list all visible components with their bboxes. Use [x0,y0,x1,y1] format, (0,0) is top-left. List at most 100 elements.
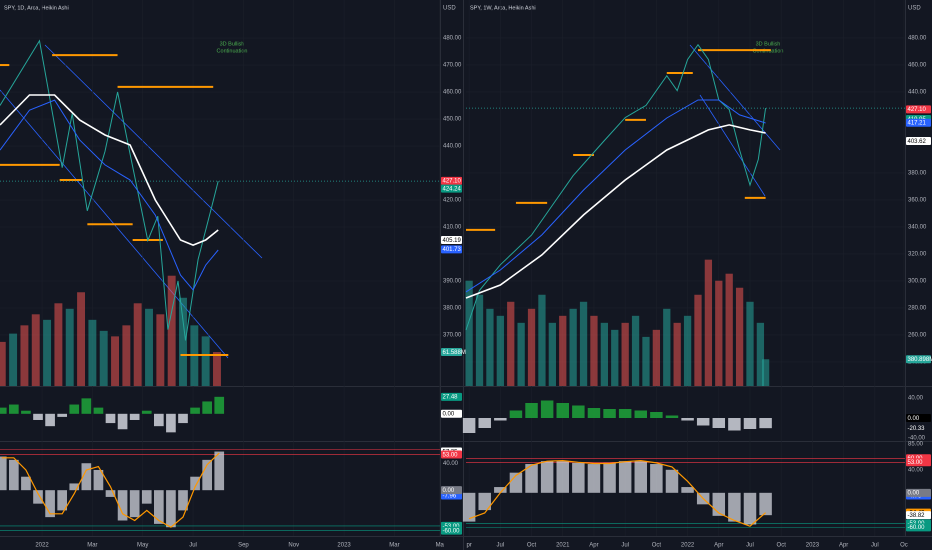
momentum-badge [441,392,462,401]
volume-bar [0,341,6,386]
oscillator-bar [21,476,31,491]
volume-bar [54,303,63,386]
volume-bar [735,287,744,386]
price-badge-label: 401.73 [443,247,462,253]
moving-average [465,99,766,293]
moving-average [0,99,219,291]
volume-bar [673,322,681,386]
time-tick-label: Apr [589,543,598,549]
momentum-bar [728,418,741,431]
time-tick-label: Mar [389,543,399,549]
volume-bar [683,315,692,386]
momentum-badge-label: -20.33 [908,426,926,432]
time-tick-label: Jul [871,543,879,549]
price-tick-label: 40.00 [908,396,924,402]
momentum-bar [69,404,80,414]
oscillator-bar [478,492,491,511]
price-badge [906,137,931,146]
time-tick-label: Mar [87,543,97,549]
volume-bar [569,308,577,386]
oscillator-bar [743,492,757,525]
price-tick-label: 320.00 [908,252,927,258]
oscillator-bar [650,464,663,493]
oscillator-bar [587,464,601,493]
pattern-annotation: Continuation [753,48,784,54]
oscillator-badge [906,511,931,520]
price-tick-label: 340.00 [908,225,927,231]
momentum-badge [906,414,931,422]
momentum-bar [9,404,19,414]
price-tick-label: 440.00 [443,144,462,150]
oscillator-bar [93,469,104,491]
oscillator-bar [634,461,648,493]
chart-title: SPY, 1D, Arca, Heikin Ashi [4,5,69,11]
price-tick-label: 460.00 [908,63,927,69]
volume-bar [725,273,733,386]
momentum-bar [494,418,507,421]
momentum-bar [696,418,710,426]
volume-bar [652,329,661,386]
volume-bar [761,359,770,386]
price-tick-label: 380.00 [908,171,927,177]
oscillator-bar [681,487,694,493]
volume-badge [441,348,462,357]
time-tick-label: Ma [436,543,445,549]
oscillator-bar [214,451,225,491]
momentum-bar [650,412,663,418]
momentum-bar [57,413,68,417]
price-badge [441,176,462,185]
volume-bar [600,322,608,386]
volume-bar [77,292,86,386]
price-badge [441,235,462,244]
momentum-bar [509,410,523,418]
momentum-badge-label: 0.00 [908,416,920,422]
oscillator-badge-label: 0.00 [443,488,455,494]
oscillator-bar [141,490,152,504]
volume-bar [590,315,598,386]
volume-bar [621,322,629,386]
price-tick-label: 300.00 [908,279,927,285]
price-badge [441,184,462,193]
volume-bar [213,352,221,386]
oscillator-bar [33,490,43,504]
volume-bar [88,319,97,386]
price-badge-label: 424.24 [443,186,462,192]
momentum-bar [93,407,104,414]
price-line [465,43,767,331]
momentum-bar [202,401,212,414]
pattern-annotation: 3D Bullish [220,41,245,47]
oscillator-bar [166,490,176,528]
momentum-bar [21,410,31,414]
time-tick-label: Apr [714,543,723,549]
time-tick-label: 2023 [337,543,351,549]
oscillator-bar [69,483,80,491]
time-tick-label: Apr [839,543,848,549]
time-tick-label: Oct [527,543,537,549]
price-tick-label: 470.00 [443,63,462,69]
momentum-bar [45,413,55,427]
price-tick-label: 280.00 [908,306,927,312]
oscillator-badge [906,488,931,497]
momentum-bar [665,415,679,418]
pattern-annotation: 3D Bullish [756,41,781,47]
oscillator-bar [509,472,523,493]
momentum-bar [743,418,757,429]
oscillator-badge-label: 0.00 [908,491,920,497]
price-tick-label: 390.00 [443,279,462,285]
momentum-bar [587,408,601,418]
price-badge [441,245,462,254]
volume-bar [704,259,713,386]
volume-bar [631,315,640,386]
oscillator-badge-label: 53.00 [908,460,924,466]
time-tick-label: Sep [238,543,249,549]
volume-bar [20,325,29,386]
volume-bar [465,280,473,386]
oscillator-badge [441,450,462,459]
momentum-bar [154,413,164,427]
price-tick-label: 420.00 [443,198,462,204]
momentum-bar [478,418,491,428]
volume-bar [111,336,119,386]
momentum-bar [0,407,7,414]
price-tick-label: 260.00 [908,333,927,339]
oscillator-badge-label: -38.82 [908,513,926,519]
